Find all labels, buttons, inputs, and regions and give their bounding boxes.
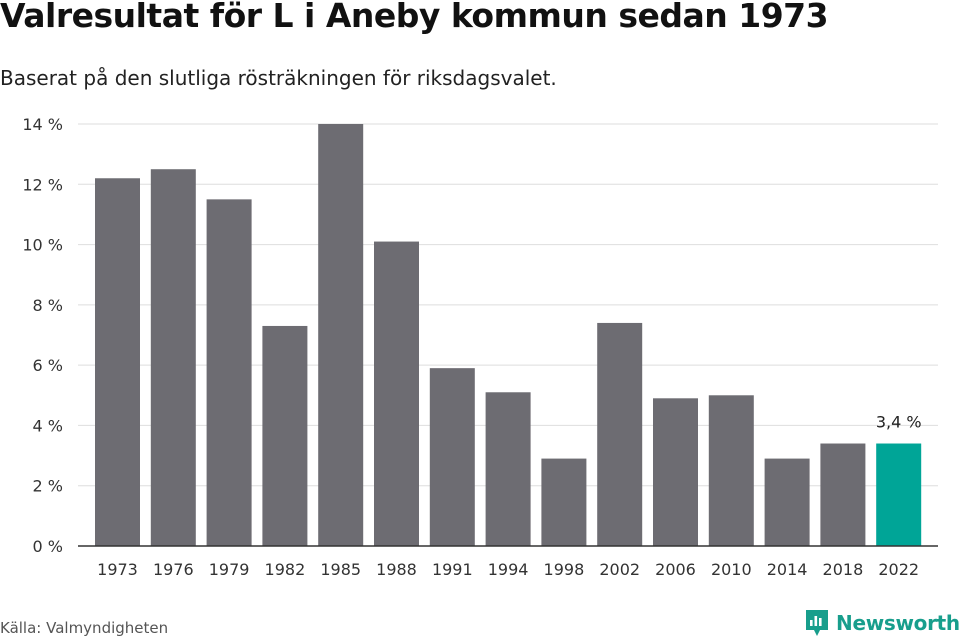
y-tick-label: 4 % bbox=[33, 416, 63, 435]
bar-2022 bbox=[876, 443, 922, 546]
x-tick-label: 1991 bbox=[432, 560, 473, 579]
x-tick-label: 2010 bbox=[711, 560, 752, 579]
x-tick-label: 2014 bbox=[767, 560, 808, 579]
x-tick-label: 1976 bbox=[153, 560, 194, 579]
bar-1973 bbox=[95, 178, 140, 546]
bar-1982 bbox=[262, 325, 308, 546]
y-tick-label: 8 % bbox=[33, 296, 63, 315]
x-tick-label: 1985 bbox=[320, 560, 361, 579]
x-tick-label: 1979 bbox=[209, 560, 250, 579]
bar-1998 bbox=[541, 458, 587, 546]
bar-2002 bbox=[597, 322, 643, 546]
y-tick-label: 6 % bbox=[33, 356, 63, 375]
x-tick-label: 1982 bbox=[265, 560, 306, 579]
bar-1988 bbox=[374, 241, 419, 547]
x-tick-label: 1973 bbox=[97, 560, 138, 579]
bar-1985 bbox=[318, 124, 364, 546]
y-tick-label: 10 % bbox=[22, 236, 63, 255]
bar-2010 bbox=[708, 395, 754, 546]
bar-1979 bbox=[206, 199, 252, 546]
y-tick-label: 14 % bbox=[22, 115, 63, 134]
x-tick-label: 1998 bbox=[544, 560, 585, 579]
bar-1976 bbox=[150, 169, 196, 546]
bar-2018 bbox=[820, 443, 866, 546]
bar-1994 bbox=[485, 392, 531, 546]
x-tick-label: 2022 bbox=[878, 560, 919, 579]
y-tick-label: 0 % bbox=[33, 537, 63, 556]
chart-subtitle: Baserat på den slutliga rösträkningen fö… bbox=[0, 66, 557, 90]
x-tick-label: 2006 bbox=[655, 560, 696, 579]
newsworthy-logo-icon bbox=[806, 610, 828, 636]
y-tick-label: 12 % bbox=[22, 175, 63, 194]
chart-title: Valresultat för L i Aneby kommun sedan 1… bbox=[0, 0, 829, 35]
x-tick-label: 1994 bbox=[488, 560, 529, 579]
bar-2014 bbox=[764, 458, 810, 546]
brand-logo: Newsworthy bbox=[804, 608, 960, 638]
x-tick-label: 2018 bbox=[823, 560, 864, 579]
data-label-highlight: 3,4 % bbox=[876, 413, 922, 432]
bar-2006 bbox=[653, 398, 698, 546]
y-tick-label: 2 % bbox=[33, 477, 63, 496]
source-note: Källa: Valmyndigheten bbox=[0, 619, 169, 637]
brand-name: Newsworthy bbox=[836, 611, 960, 635]
x-tick-label: 2002 bbox=[599, 560, 640, 579]
x-tick-label: 1988 bbox=[376, 560, 417, 579]
bar-1991 bbox=[429, 368, 475, 546]
